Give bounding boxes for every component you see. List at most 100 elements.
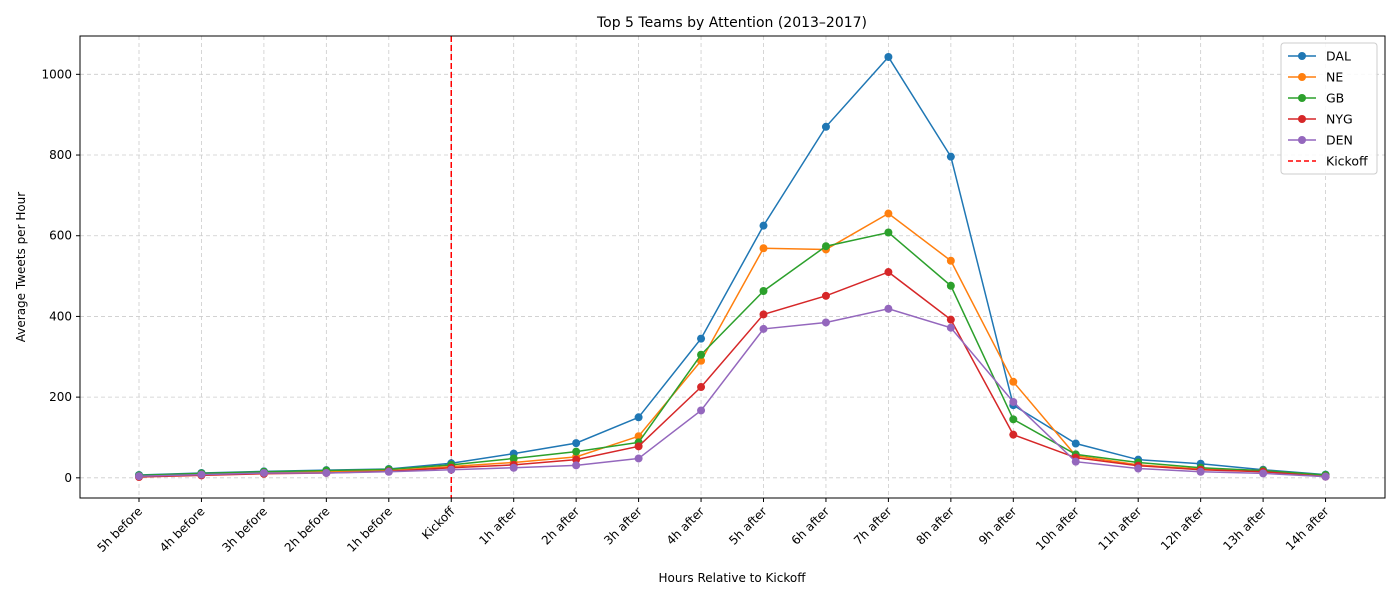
data-point-gb bbox=[884, 228, 893, 237]
data-point-dal bbox=[759, 221, 768, 230]
series-line-ne bbox=[138, 212, 1326, 478]
data-point-den bbox=[509, 463, 518, 472]
legend-marker-den bbox=[1298, 136, 1306, 144]
data-point-dal bbox=[821, 122, 830, 131]
data-point-den bbox=[447, 465, 456, 474]
data-point-nyg bbox=[1009, 430, 1018, 439]
series-line-nyg bbox=[138, 271, 1326, 478]
legend-label-gb: GB bbox=[1326, 91, 1344, 106]
x-tick-label: 7h after bbox=[851, 504, 894, 547]
data-point-gb bbox=[1009, 415, 1018, 424]
data-point-nyg bbox=[759, 310, 768, 319]
y-axis-label: Average Tweets per Hour bbox=[14, 192, 28, 343]
data-point-ne bbox=[946, 256, 955, 265]
x-tick-label: Kickoff bbox=[419, 504, 458, 543]
data-point-den bbox=[384, 467, 393, 476]
data-point-dal bbox=[634, 413, 643, 422]
grid bbox=[80, 36, 1385, 498]
series-line-gb bbox=[138, 231, 1326, 477]
x-tick-label: 4h after bbox=[664, 504, 707, 547]
x-tick-label: 3h before bbox=[219, 504, 270, 555]
x-tick-label: 13h after bbox=[1220, 504, 1269, 553]
legend: DAL NE GB NYG DEN Kickoff bbox=[1280, 42, 1378, 175]
data-point-den bbox=[1009, 397, 1018, 406]
legend-label-den: DEN bbox=[1326, 133, 1353, 148]
data-point-nyg bbox=[634, 442, 643, 451]
data-point-gb bbox=[572, 447, 581, 456]
data-point-den bbox=[1196, 467, 1205, 476]
data-point-den bbox=[1321, 472, 1330, 481]
legend-marker-ne bbox=[1298, 73, 1306, 81]
data-point-dal bbox=[697, 334, 706, 343]
x-tick-label: 1h after bbox=[476, 504, 519, 547]
y-tick-label: 200 bbox=[49, 390, 72, 404]
data-point-dal bbox=[572, 439, 581, 448]
data-point-gb bbox=[697, 350, 706, 359]
x-tick-label: 5h before bbox=[94, 504, 145, 555]
data-point-den bbox=[135, 472, 143, 481]
legend-marker-nyg bbox=[1298, 115, 1306, 123]
data-point-den bbox=[884, 304, 893, 313]
y-axis: 0 200 400 600 800 1000 bbox=[41, 67, 80, 485]
x-tick-label: 2h before bbox=[282, 504, 333, 555]
x-tick-label: 12h after bbox=[1158, 504, 1207, 553]
data-point-nyg bbox=[697, 383, 706, 392]
y-tick-label: 800 bbox=[49, 148, 72, 162]
x-tick-label: 1h before bbox=[344, 504, 395, 555]
series-line-dal bbox=[138, 55, 1326, 476]
data-point-den bbox=[572, 461, 581, 470]
data-point-ne bbox=[759, 244, 768, 253]
data-point-dal bbox=[946, 152, 955, 161]
x-axis: 5h before 4h before 3h before 2h before 1h b… bbox=[94, 498, 1332, 555]
x-tick-label: 9h after bbox=[976, 504, 1019, 547]
data-point-den bbox=[1134, 464, 1143, 473]
x-tick-label: 3h after bbox=[601, 504, 644, 547]
x-tick-label: 11h after bbox=[1095, 504, 1144, 553]
x-tick-label: 8h after bbox=[914, 504, 957, 547]
x-axis-label: Hours Relative to Kickoff bbox=[659, 571, 807, 585]
data-point-den bbox=[634, 454, 643, 463]
legend-marker-dal bbox=[1298, 52, 1306, 60]
y-tick-label: 400 bbox=[49, 309, 72, 323]
data-point-den bbox=[946, 323, 955, 332]
x-tick-label: 2h after bbox=[539, 504, 582, 547]
data-point-den bbox=[697, 406, 706, 415]
x-tick-label: 10h after bbox=[1033, 504, 1082, 553]
y-tick-label: 0 bbox=[64, 471, 72, 485]
plot-frame bbox=[79, 35, 1386, 499]
data-point-nyg bbox=[946, 315, 955, 324]
data-point-ne bbox=[884, 209, 893, 218]
legend-label-ne: NE bbox=[1326, 70, 1343, 85]
data-point-den bbox=[821, 318, 830, 327]
chart-title: Top 5 Teams by Attention (2013–2017) bbox=[596, 15, 867, 31]
data-point-gb bbox=[821, 242, 830, 251]
data-point-nyg bbox=[572, 455, 581, 464]
x-tick-label: 6h after bbox=[789, 504, 832, 547]
legend-marker-gb bbox=[1298, 94, 1306, 102]
legend-label-nyg: NYG bbox=[1326, 112, 1353, 127]
x-tick-label: 4h before bbox=[157, 504, 208, 555]
x-tick-label: 5h after bbox=[726, 504, 769, 547]
data-point-den bbox=[259, 468, 268, 477]
data-point-den bbox=[322, 468, 331, 477]
data-point-den bbox=[197, 470, 206, 479]
data-point-den bbox=[1071, 457, 1080, 466]
data-point-dal bbox=[884, 52, 893, 61]
data-point-ne bbox=[1009, 377, 1018, 386]
data-point-dal bbox=[1071, 439, 1080, 448]
y-tick-label: 600 bbox=[49, 229, 72, 243]
series-group bbox=[135, 52, 1330, 482]
data-point-gb bbox=[946, 281, 955, 290]
legend-label-dal: DAL bbox=[1326, 49, 1351, 64]
data-point-gb bbox=[509, 454, 518, 463]
series-line-den bbox=[138, 307, 1326, 478]
data-point-den bbox=[759, 324, 768, 333]
y-tick-label: 1000 bbox=[41, 67, 72, 81]
x-tick-label: 14h after bbox=[1283, 504, 1332, 553]
data-point-nyg bbox=[821, 291, 830, 300]
data-point-nyg bbox=[884, 268, 893, 277]
data-point-gb bbox=[759, 287, 768, 296]
legend-label-kickoff: Kickoff bbox=[1326, 154, 1368, 169]
data-point-den bbox=[1259, 469, 1268, 478]
